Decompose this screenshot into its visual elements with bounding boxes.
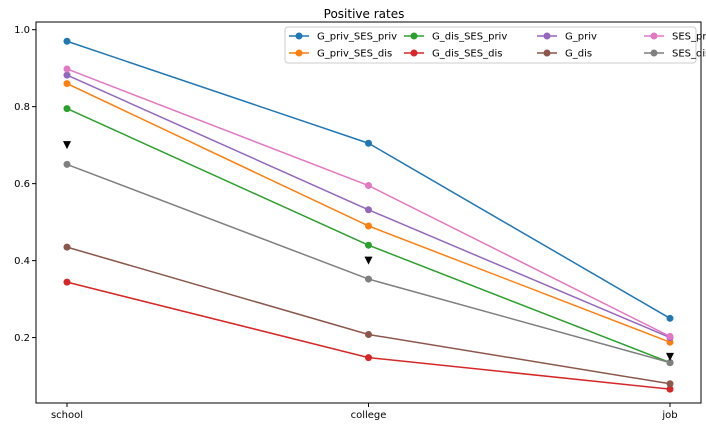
- legend: G_priv_SES_priv G_priv_SES_dis G_dis_SES_p…: [284, 26, 706, 64]
- legend-marker: [295, 49, 303, 57]
- plot-area: 0.2 0.4 0.6 0.8 1.0 school college job: [14, 21, 702, 421]
- legend-marker: [410, 49, 418, 57]
- y-tick-label: 0.2: [14, 333, 30, 344]
- triangle-marker: [63, 141, 71, 150]
- data-point: [365, 241, 372, 249]
- triangle-marker: [364, 256, 373, 265]
- triangle-marker: [666, 352, 674, 361]
- data-point: [666, 385, 674, 393]
- legend-label: G_dis: [565, 49, 592, 60]
- legend-label: G_priv_SES_priv: [317, 32, 397, 43]
- legend-marker: [543, 49, 551, 57]
- data-point: [666, 380, 674, 388]
- data-point: [63, 160, 71, 168]
- legend-item: G_dis_SES_dis: [404, 49, 502, 60]
- legend-label: G_dis_SES_priv: [432, 32, 507, 43]
- series: [63, 65, 674, 340]
- data-point: [63, 80, 71, 88]
- data-point: [365, 206, 372, 214]
- series: [63, 160, 674, 367]
- data-point: [63, 37, 71, 45]
- data-point: [365, 139, 372, 147]
- legend-label: G_priv: [565, 32, 597, 43]
- data-point: [666, 359, 674, 367]
- legend-item: G_priv_SES_priv: [289, 32, 397, 43]
- legend-item: G_dis: [537, 49, 592, 60]
- legend-item: G_priv: [537, 32, 597, 43]
- y-tick-label: 0.8: [14, 102, 30, 113]
- y-tick-label: 0.4: [14, 256, 30, 267]
- series: [63, 243, 674, 388]
- legend-marker: [543, 32, 551, 40]
- data-point: [666, 332, 674, 340]
- x-tick-label: college: [351, 410, 387, 421]
- legend-label: G_dis_SES_dis: [432, 49, 502, 60]
- data-point: [365, 182, 372, 190]
- data-point: [365, 330, 372, 338]
- legend-label: SES_dis: [672, 49, 706, 60]
- legend-label: SES_priv: [672, 32, 706, 43]
- legend-marker: [295, 32, 303, 40]
- data-point: [63, 278, 71, 286]
- legend-box: [284, 26, 697, 64]
- data-point: [63, 71, 71, 79]
- legend-label: G_priv_SES_dis: [317, 49, 392, 60]
- x-tick-label: school: [51, 410, 83, 421]
- legend-marker: [650, 32, 658, 40]
- data-point: [365, 354, 372, 362]
- series: [63, 37, 674, 322]
- y-tick-label: 0.6: [14, 179, 30, 190]
- y-tick-label: 1.0: [14, 25, 30, 36]
- series: [63, 278, 674, 393]
- data-point: [365, 275, 372, 283]
- legend-item: G_priv_SES_dis: [289, 49, 392, 60]
- data-point: [63, 65, 71, 73]
- data-point: [63, 243, 71, 251]
- data-point: [666, 314, 674, 322]
- legend-marker: [410, 32, 418, 40]
- legend-item: SES_dis: [644, 49, 706, 60]
- legend-marker: [650, 49, 658, 57]
- marker-layer: [63, 141, 674, 361]
- x-tick-label: job: [661, 410, 677, 421]
- legend-item: SES_priv: [644, 32, 706, 43]
- data-point: [365, 222, 372, 230]
- legend-item: G_dis_SES_priv: [404, 32, 507, 43]
- chart-title: Positive rates: [324, 7, 405, 21]
- series-layer: [63, 37, 674, 393]
- data-point: [63, 105, 71, 113]
